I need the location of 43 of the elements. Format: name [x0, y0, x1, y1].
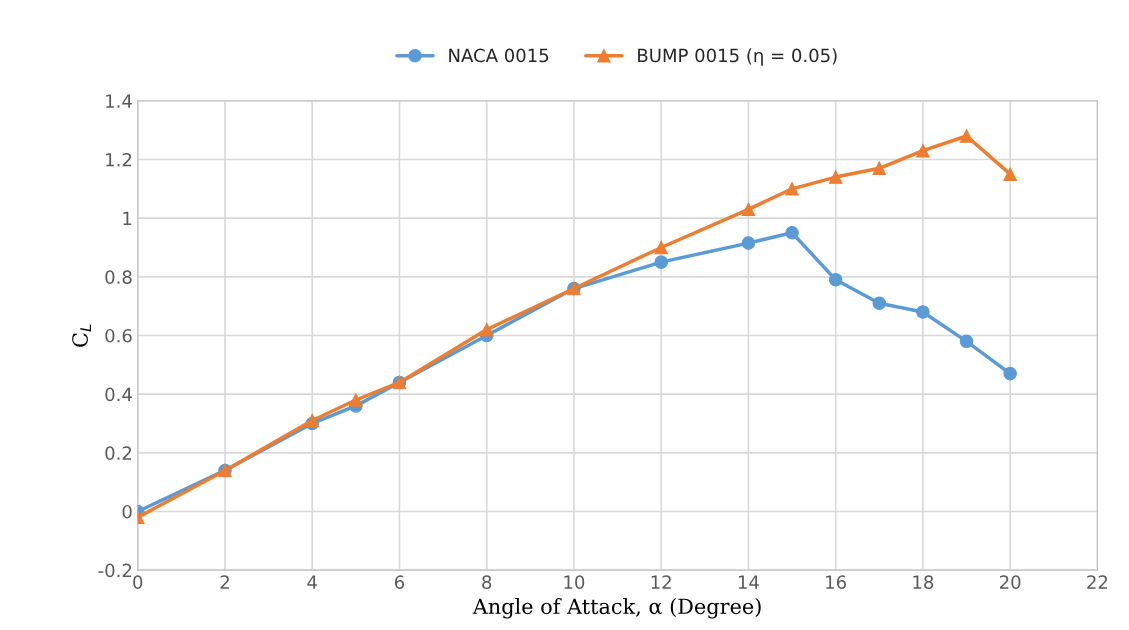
point [741, 236, 756, 250]
x-tick-label: 22 [1087, 575, 1108, 589]
point [785, 182, 799, 196]
point [1003, 366, 1017, 381]
point [828, 170, 843, 184]
x-tick-label: 20 [999, 575, 1021, 589]
y-tick-label: 1.4 [106, 94, 132, 108]
y-tick-label: 0.4 [105, 387, 132, 402]
x-tick-label: 8 [482, 575, 492, 589]
point [959, 129, 974, 143]
point [1003, 167, 1017, 181]
point [741, 202, 756, 217]
point [872, 296, 887, 310]
x-axis-title: Angle of Attack, α (Degree) [472, 598, 761, 619]
point [785, 226, 799, 240]
point [872, 161, 887, 176]
point [916, 305, 930, 319]
y-tick-label: 1.2 [106, 152, 132, 167]
y-axis-title: C$_{L}$ [72, 324, 92, 347]
x-tick-label: 6 [394, 575, 405, 589]
point [959, 334, 974, 349]
x-tick-label: 2 [220, 575, 229, 589]
point [916, 143, 930, 158]
x-tick-label: 14 [738, 575, 759, 589]
y-tick-label: 0 [122, 504, 132, 519]
y-tick-label: -0.2 [98, 563, 132, 578]
x-tick-label: 10 [564, 575, 585, 589]
y-tick-label: 0.6 [105, 328, 132, 343]
point [654, 240, 668, 255]
x-tick-label: 12 [651, 575, 671, 589]
x-tick-label: 18 [913, 575, 934, 589]
point [828, 272, 843, 287]
x-tick-label: 0 [133, 575, 143, 589]
y-tick-label: 0.8 [105, 270, 132, 284]
point [479, 322, 494, 337]
y-tick-label: 1 [123, 211, 132, 225]
x-tick-label: 16 [826, 575, 847, 589]
y-tick-label: 0.2 [105, 446, 132, 460]
x-tick-label: 4 [307, 575, 317, 589]
legend-label: NACA 0015 [449, 48, 549, 63]
point [654, 255, 668, 269]
point [349, 393, 363, 407]
legend-label: BUMP 0015 (η = 0.05) [638, 48, 837, 66]
